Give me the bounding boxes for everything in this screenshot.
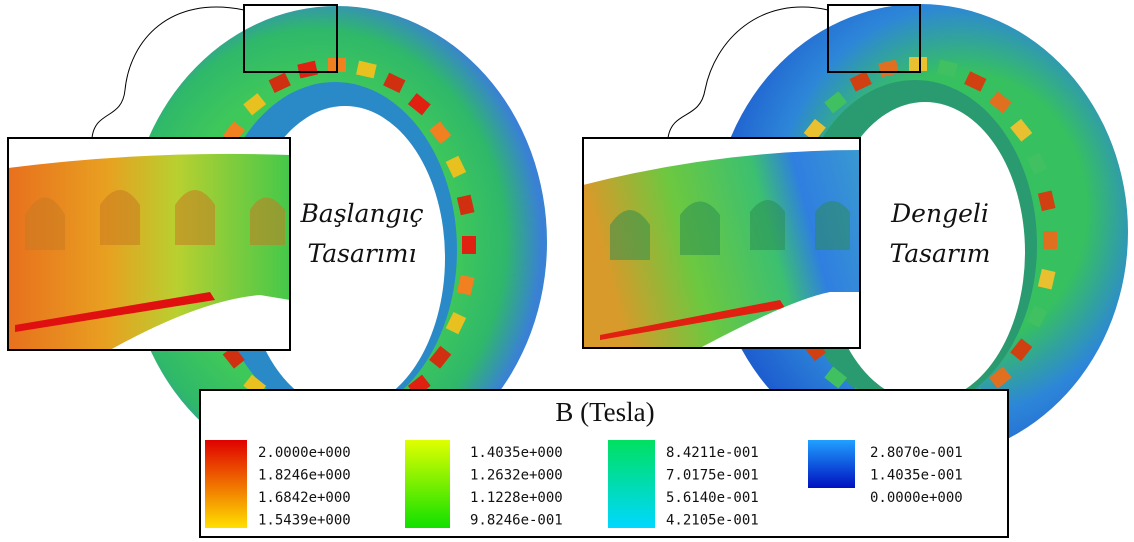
legend-swatch: [608, 440, 655, 528]
legend-label: 2.8070e-001: [870, 445, 963, 461]
stator-slot: [909, 57, 927, 71]
legend-swatch: [808, 440, 855, 488]
legend-swatch: [205, 440, 247, 528]
figure: Başlangıç Tasarımı Dengeli Tasarım B (Te…: [0, 0, 1134, 542]
stator-slot: [462, 236, 476, 254]
right-inset: [583, 138, 860, 348]
legend-label: 9.8246e-001: [470, 513, 563, 529]
legend-label: 7.0175e-001: [666, 468, 759, 484]
design-label: Tasarımı: [307, 239, 416, 268]
design-label: Tasarım: [889, 239, 990, 268]
stator-slot: [1043, 231, 1057, 249]
design-label: Dengeli: [890, 199, 989, 228]
legend-label: 0.0000e+000: [870, 490, 963, 506]
legend-label: 1.2632e+000: [470, 468, 563, 484]
legend: B (Tesla) 2.0000e+000 1.8246e+000 1.6842e+…: [200, 390, 1008, 537]
legend-label: 1.5439e+000: [258, 513, 351, 529]
legend-label: 1.6842e+000: [258, 490, 351, 506]
design-label: Başlangıç: [299, 199, 423, 228]
legend-label: 1.4035e-001: [870, 468, 963, 484]
legend-label: 5.6140e-001: [666, 490, 759, 506]
legend-label: 1.4035e+000: [470, 445, 563, 461]
legend-label: 8.4211e-001: [666, 445, 759, 461]
legend-swatch: [405, 440, 450, 528]
legend-label: 1.1228e+000: [470, 490, 563, 506]
legend-label: 1.8246e+000: [258, 468, 351, 484]
legend-title: B (Tesla): [555, 397, 654, 427]
left-inset: [8, 138, 290, 350]
legend-label: 2.0000e+000: [258, 445, 351, 461]
legend-label: 4.2105e-001: [666, 513, 759, 529]
